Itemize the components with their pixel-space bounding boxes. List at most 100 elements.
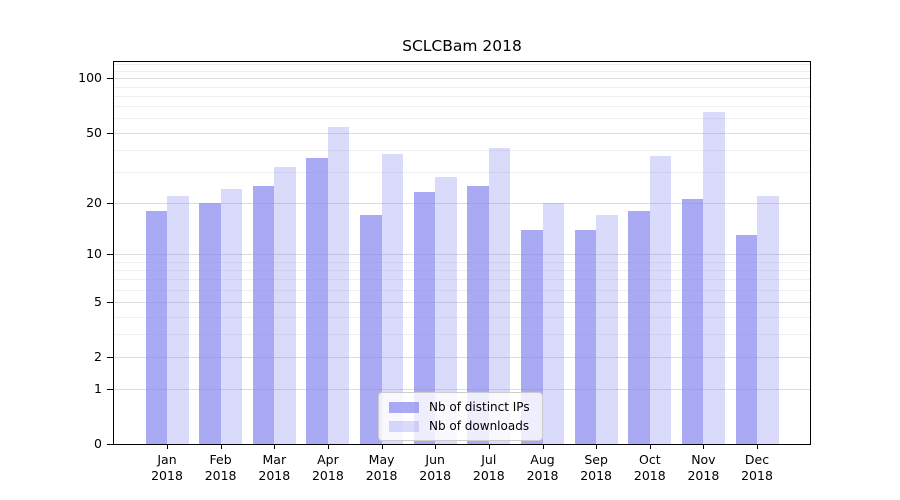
bar-jul-downloads (488, 147, 511, 444)
legend-entry-distinct-ips: Nb of distinct IPs (389, 400, 530, 414)
y-tick-label-0: 0 (94, 436, 102, 451)
major-gridline-50 (114, 132, 810, 134)
minor-gridline-80 (114, 95, 810, 97)
bar-oct-distinct-ips (628, 210, 650, 444)
bar-feb-downloads (220, 189, 243, 444)
month-label: Aug (530, 452, 555, 467)
x-tick-label-apr: Apr 2018 (296, 452, 360, 483)
y-tick-label-5: 5 (94, 294, 102, 310)
bar-sep-distinct-ips (574, 229, 597, 444)
y-tick-label-100: 100 (78, 70, 102, 86)
legend-swatch-distinct-ips (389, 401, 419, 413)
month-label: May (368, 452, 395, 467)
y-tick-0 (107, 444, 113, 445)
bar-jun-downloads (435, 177, 457, 444)
x-tick-label-jan: Jan 2018 (135, 452, 199, 483)
y-tick-label-1: 1 (94, 381, 102, 397)
month-label: Mar (262, 452, 287, 467)
bar-dec-distinct-ips (735, 234, 757, 444)
minor-gridline-9 (114, 261, 810, 263)
year-label: 2018 (258, 467, 291, 483)
x-tick-label-sep: Sep 2018 (564, 452, 628, 483)
month-label: Apr (317, 452, 339, 467)
x-tick-label-jul: Jul 2018 (457, 452, 521, 483)
year-label: 2018 (472, 467, 505, 483)
plot-area (113, 61, 811, 445)
x-tick-label-feb: Feb 2018 (189, 452, 253, 483)
bar-sep-downloads (596, 215, 618, 444)
y-tick-label-10: 10 (86, 246, 102, 261)
month-label: Sep (584, 452, 608, 467)
major-gridline-1 (114, 389, 810, 391)
bar-aug-distinct-ips (521, 229, 543, 444)
major-gridline-20 (114, 202, 810, 204)
x-tick-mar (274, 445, 276, 449)
minor-gridline-70 (114, 106, 810, 108)
bar-mar-distinct-ips (252, 185, 275, 444)
bar-may-distinct-ips (360, 215, 382, 444)
legend-label-distinct-ips: Nb of distinct IPs (429, 400, 530, 414)
minor-gridline-30 (114, 172, 810, 173)
y-tick-label-50: 50 (86, 124, 102, 140)
bar-oct-downloads (649, 155, 672, 444)
bar-aug-downloads (542, 202, 564, 444)
bar-may-downloads (381, 153, 404, 444)
x-tick-label-dec: Dec 2018 (725, 452, 789, 483)
minor-gridline-8 (114, 269, 810, 271)
bar-apr-downloads (327, 126, 350, 444)
minor-gridline-110 (114, 70, 810, 72)
x-tick-may (381, 445, 383, 449)
month-label: Feb (209, 452, 232, 467)
x-tick-label-may: May 2018 (350, 452, 414, 483)
minor-gridline-7 (114, 279, 810, 281)
y-tick-2 (107, 357, 113, 358)
legend-entry-downloads: Nb of downloads (389, 419, 530, 433)
year-label: 2018 (633, 467, 666, 483)
bar-dec-downloads (757, 195, 779, 444)
year-label: 2018 (526, 467, 559, 483)
x-tick-apr (327, 445, 329, 449)
x-tick-label-oct: Oct 2018 (618, 452, 682, 483)
major-gridline-2 (114, 357, 810, 358)
major-gridline-10 (114, 254, 810, 255)
minor-gridline-4 (114, 316, 810, 318)
bar-nov-downloads (703, 112, 725, 444)
year-label: 2018 (204, 467, 237, 483)
y-tick-5 (107, 302, 113, 304)
x-tick-dec (757, 445, 758, 449)
year-label: 2018 (311, 467, 344, 483)
x-tick-jun (435, 445, 437, 449)
y-tick-label-20: 20 (86, 194, 102, 210)
y-tick-20 (107, 202, 113, 204)
x-tick-label-jun: Jun 2018 (403, 452, 467, 483)
month-label: Oct (638, 452, 661, 467)
bar-apr-distinct-ips (306, 158, 328, 444)
bar-mar-downloads (274, 167, 296, 444)
legend: Nb of distinct IPs Nb of downloads (378, 392, 543, 441)
year-label: 2018 (687, 467, 720, 483)
year-label: 2018 (419, 467, 452, 483)
x-tick-aug (542, 445, 544, 449)
x-tick-oct (649, 445, 651, 449)
month-label: Jun (425, 452, 445, 467)
month-label: Jan (157, 452, 177, 467)
x-tick-label-aug: Aug 2018 (511, 452, 575, 483)
minor-gridline-6 (114, 289, 810, 291)
minor-gridline-3 (114, 334, 810, 336)
y-tick-100 (107, 78, 113, 80)
month-label: Jul (481, 452, 497, 467)
bar-jul-distinct-ips (467, 185, 489, 444)
legend-swatch-downloads (389, 420, 419, 432)
x-tick-jan (167, 445, 168, 449)
bar-jun-distinct-ips (413, 192, 436, 444)
x-tick-feb (220, 445, 222, 449)
minor-gridline-90 (114, 86, 810, 88)
y-tick-50 (107, 132, 113, 134)
y-tick-1 (107, 389, 113, 391)
y-tick-10 (107, 254, 113, 255)
major-gridline-5 (114, 302, 810, 304)
bar-feb-distinct-ips (199, 202, 221, 444)
month-label: Dec (744, 452, 770, 467)
year-label: 2018 (580, 467, 612, 483)
bar-nov-distinct-ips (681, 199, 704, 444)
